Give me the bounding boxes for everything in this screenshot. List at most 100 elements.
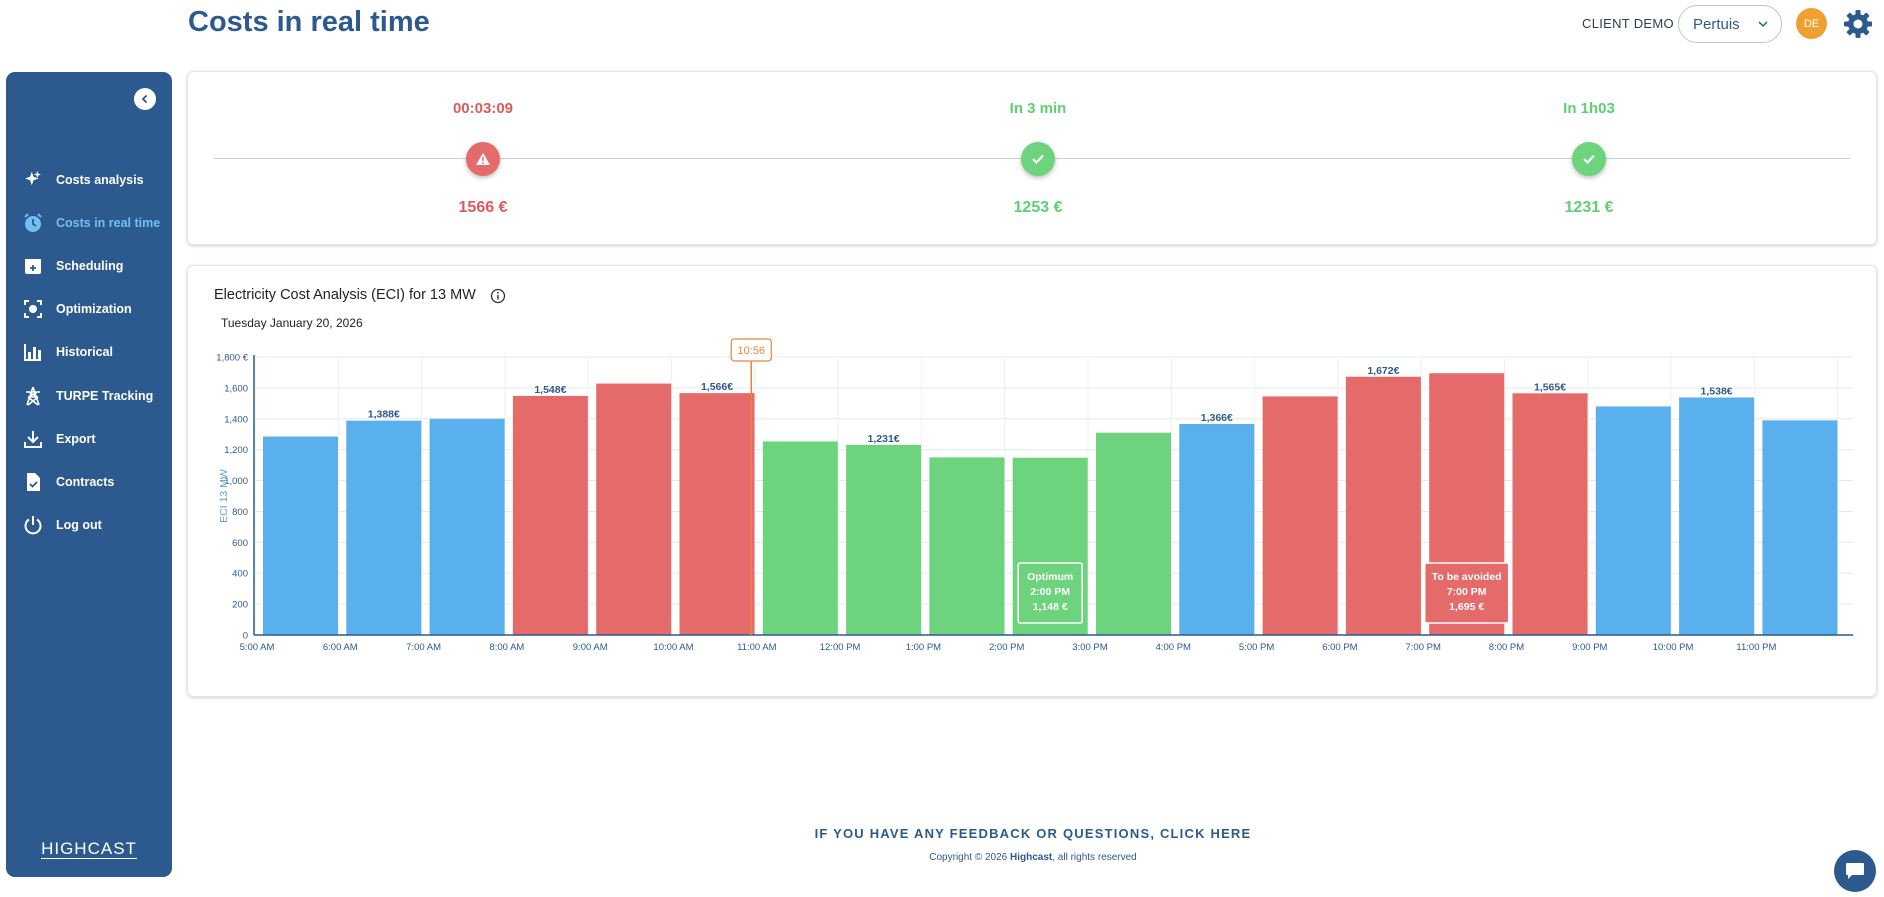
optimum-annotation-text: 1,148 € <box>1033 601 1068 613</box>
avoid-annotation-text: To be avoided <box>1432 571 1502 583</box>
bar-3 <box>512 395 588 635</box>
bar-18 <box>1762 420 1838 635</box>
chevron-down-icon <box>1758 21 1768 28</box>
data-label: 1,538€ <box>1701 385 1733 397</box>
clock-icon <box>24 213 42 232</box>
bar-5 <box>679 393 755 635</box>
x-tick-label: 1:00 PM <box>906 642 941 653</box>
check-icon <box>1583 154 1595 165</box>
sidebar-item-contracts[interactable]: Contracts <box>6 460 172 503</box>
chevron-left-icon <box>141 94 148 104</box>
bar-17 <box>1679 397 1755 635</box>
gear-icon[interactable] <box>1843 9 1873 39</box>
data-label: 1,672€ <box>1367 365 1399 377</box>
x-tick-label: 9:00 PM <box>1572 642 1607 653</box>
copyright: Copyright © 2026 Highcast, all rights re… <box>929 852 1137 863</box>
sidebar: Costs analysis Costs in real time Schedu… <box>6 72 172 877</box>
bar-11 <box>1179 424 1255 635</box>
timeline-stop-later[interactable] <box>1572 142 1606 176</box>
sidebar-item-label: Historical <box>56 345 113 360</box>
bar-13 <box>1345 376 1421 635</box>
y-tick-label: 1,000 <box>224 476 248 487</box>
x-tick-label: 8:00 AM <box>489 642 524 653</box>
chart-date: Tuesday January 20, 2026 <box>221 316 363 330</box>
brand-logo: HIGHCAST <box>41 839 137 859</box>
feedback-link[interactable]: IF YOU HAVE ANY FEEDBACK OR QUESTIONS, C… <box>814 826 1252 841</box>
bar-2 <box>429 418 505 635</box>
bar-16 <box>1595 406 1671 635</box>
x-tick-label: 11:00 AM <box>737 642 777 653</box>
sidebar-item-optimization[interactable]: Optimization <box>6 288 172 331</box>
sidebar-item-turpe-tracking[interactable]: TURPE Tracking <box>6 374 172 417</box>
x-tick-label: 6:00 PM <box>1322 642 1357 653</box>
timeline-current-cost: 1566 € <box>458 199 508 216</box>
collapse-sidebar-button[interactable] <box>134 88 156 110</box>
data-label: 1,231€ <box>868 433 900 445</box>
y-tick-label: 1,200 <box>224 445 248 456</box>
x-tick-label: 5:00 PM <box>1239 642 1274 653</box>
data-label: 1,566€ <box>701 381 733 393</box>
bar-1 <box>346 420 422 635</box>
sidebar-item-scheduling[interactable]: Scheduling <box>6 244 172 287</box>
x-tick-label: 10:00 AM <box>653 642 693 653</box>
info-icon[interactable] <box>490 288 506 304</box>
data-label: 1,565€ <box>1534 381 1566 393</box>
x-tick-label: 12:00 PM <box>820 642 861 653</box>
page-title: Costs in real time <box>188 6 430 38</box>
sidebar-item-label: Contracts <box>56 474 115 489</box>
y-tick-label: 1,400 <box>224 414 248 425</box>
x-tick-label: 7:00 AM <box>406 642 441 653</box>
y-tick-label: 600 <box>232 538 248 549</box>
timeline-stop-current[interactable] <box>466 142 500 176</box>
chat-bubble-icon <box>1846 863 1864 879</box>
bar-12 <box>1262 396 1338 635</box>
optimum-annotation-text: Optimum <box>1027 571 1073 583</box>
x-tick-label: 4:00 PM <box>1156 642 1191 653</box>
sidebar-item-log-out[interactable]: Log out <box>6 504 172 547</box>
x-tick-label: 5:00 AM <box>240 642 275 653</box>
y-tick-label: 400 <box>232 569 248 580</box>
y-axis-label: ECI 13 MW <box>218 469 230 523</box>
sidebar-item-costs-analysis[interactable]: Costs analysis <box>6 158 172 201</box>
download-icon <box>24 430 42 448</box>
x-tick-label: 7:00 PM <box>1406 642 1441 653</box>
copyright-brand: Highcast <box>1010 852 1053 863</box>
y-tick-label: 800 <box>232 507 248 518</box>
y-tick-label: 1,600 <box>224 383 248 394</box>
bar-15 <box>1512 393 1588 635</box>
avoid-annotation-box <box>1423 562 1510 624</box>
client-label: CLIENT DEMO <box>1582 16 1674 31</box>
sidebar-item-export[interactable]: Export <box>6 417 172 460</box>
bar-4 <box>596 383 672 635</box>
warning-icon <box>476 153 490 165</box>
calendar-add-icon <box>25 258 41 274</box>
chart-title: Electricity Cost Analysis (ECI) for 13 M… <box>214 287 476 303</box>
site-select[interactable]: Pertuis <box>1678 5 1782 43</box>
sidebar-item-costs-real-time[interactable]: Costs in real time <box>6 201 172 244</box>
bar-chart-icon <box>24 344 41 362</box>
avoid-annotation-text: 1,695 € <box>1449 601 1484 613</box>
y-tick-label: 0 <box>243 631 248 642</box>
sidebar-item-historical[interactable]: Historical <box>6 331 172 374</box>
chat-button[interactable] <box>1834 850 1876 892</box>
data-label: 1,388€ <box>368 409 400 421</box>
bar-0 <box>263 436 338 635</box>
x-tick-label: 6:00 AM <box>323 642 358 653</box>
timeline-next-time: In 3 min <box>1009 100 1067 117</box>
x-tick-label: 9:00 AM <box>573 642 608 653</box>
avoid-annotation-text: 7:00 PM <box>1447 586 1487 598</box>
data-label: 1,548€ <box>534 384 566 396</box>
data-label: 1,366€ <box>1201 412 1233 424</box>
optimum-annotation-text: 2:00 PM <box>1030 586 1070 598</box>
timeline-stop-next[interactable] <box>1021 142 1055 176</box>
document-icon <box>27 472 40 491</box>
power-icon <box>24 516 42 535</box>
sidebar-item-label: Optimization <box>56 302 132 317</box>
target-icon <box>24 300 42 319</box>
avatar[interactable]: DE <box>1796 8 1827 39</box>
bar-6 <box>762 441 838 635</box>
check-icon <box>1032 154 1044 165</box>
x-tick-label: 3:00 PM <box>1072 642 1107 653</box>
now-marker-box <box>730 338 772 362</box>
x-tick-label: 2:00 PM <box>989 642 1024 653</box>
